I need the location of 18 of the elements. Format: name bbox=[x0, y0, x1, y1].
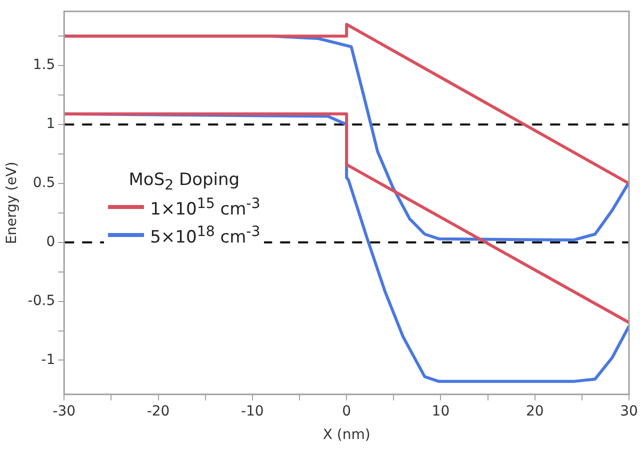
x-tick-label: -20 bbox=[146, 403, 170, 420]
legend-label: 5×10$^{18}$ cm$^{-3}$ bbox=[150, 222, 260, 249]
y-tick-label: -0.5 bbox=[28, 292, 56, 309]
y-tick-label: 1.5 bbox=[32, 57, 56, 74]
x-tick-label: 20 bbox=[526, 403, 544, 420]
y-tick-label: 0.5 bbox=[32, 175, 56, 192]
x-axis-title: X (nm) bbox=[322, 427, 370, 444]
x-tick-label: 30 bbox=[620, 403, 638, 420]
legend-label: 1×10$^{15}$ cm$^{-3}$ bbox=[150, 195, 260, 221]
x-tick-label: 10 bbox=[432, 403, 450, 420]
x-tick-label: -30 bbox=[52, 403, 76, 420]
y-tick-label: 0 bbox=[46, 234, 56, 250]
x-tick-label: 0 bbox=[342, 403, 352, 420]
y-axis-title: Energy (eV) bbox=[4, 162, 20, 244]
legend-title: MoS$_{2}$ Doping bbox=[128, 170, 241, 194]
y-tick-label: -1 bbox=[41, 352, 56, 368]
y-tick-label: 1 bbox=[46, 116, 56, 132]
x-tick-label: -10 bbox=[240, 403, 264, 420]
